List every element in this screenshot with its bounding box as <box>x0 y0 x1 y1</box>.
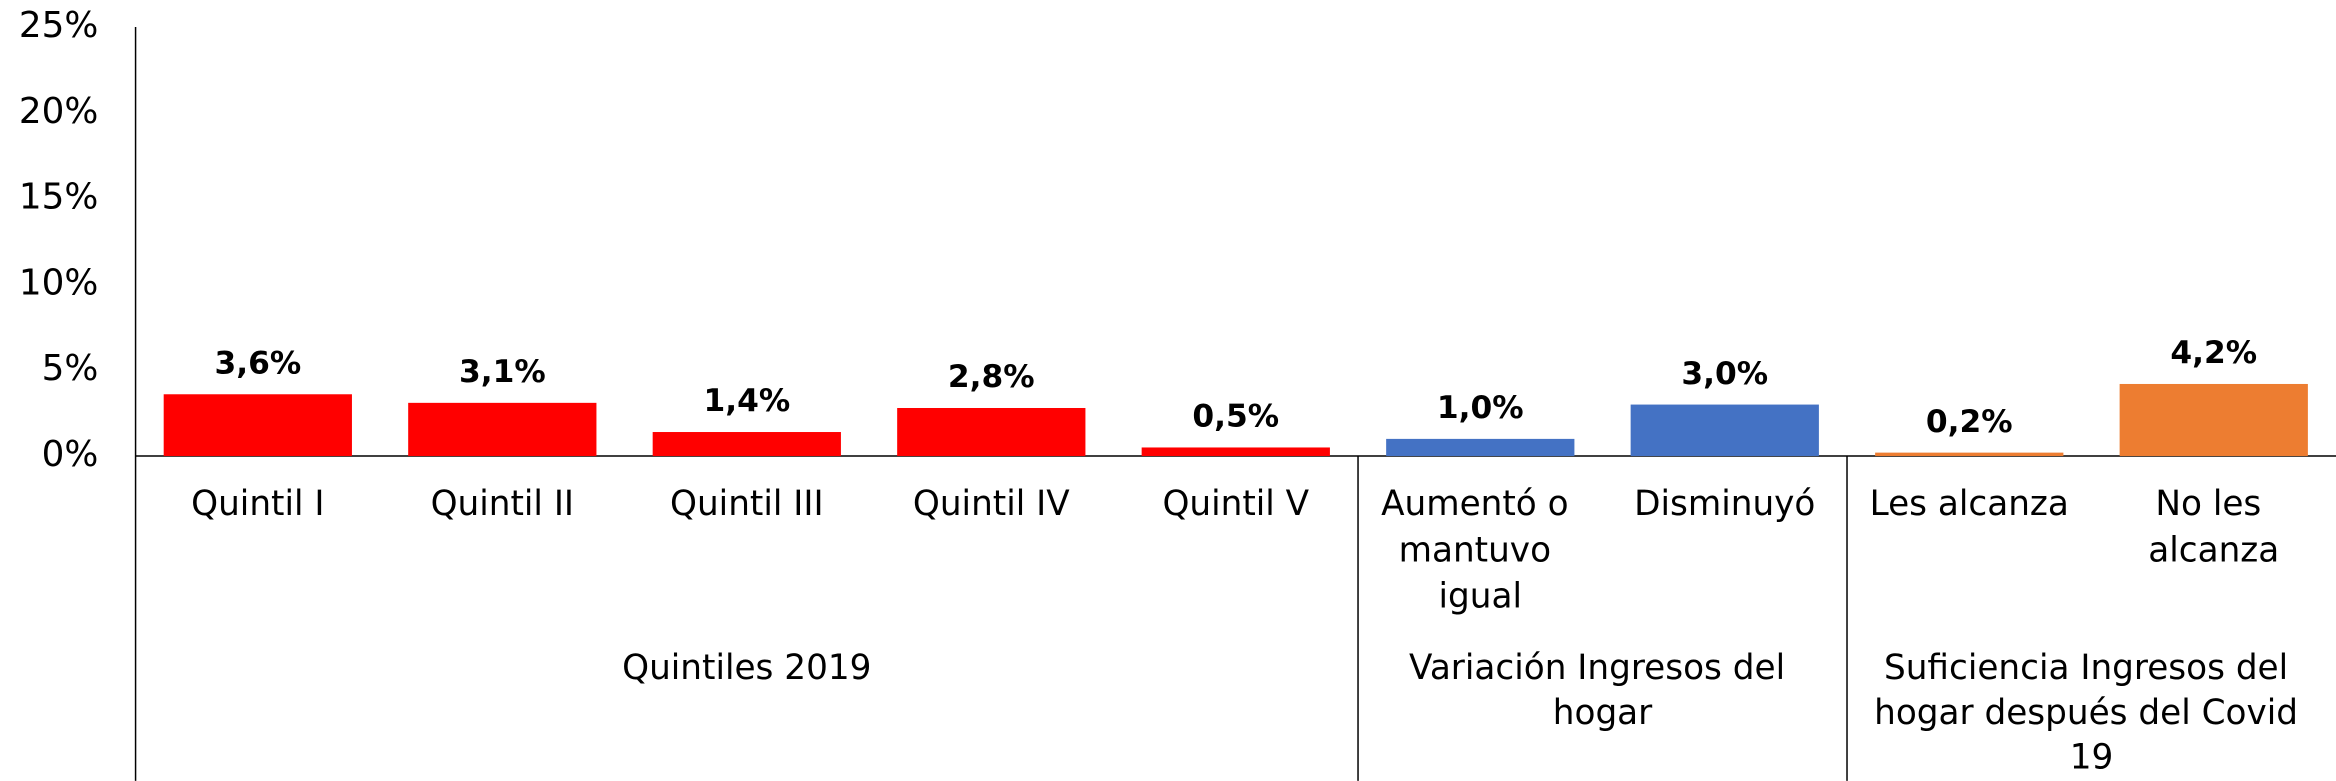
value-label: 0,5% <box>1192 399 1279 435</box>
value-label: 3,1% <box>459 354 546 390</box>
group-label: Suficiencia Ingresos del hogar después d… <box>1874 648 2309 777</box>
bar <box>408 402 597 457</box>
y-tick-label: 25% <box>19 5 98 46</box>
bar <box>1630 404 1819 457</box>
group-label: Quintiles 2019 <box>622 648 871 688</box>
x-tick-label: Aumentó o mantuvo igual <box>1381 484 1579 616</box>
value-label: 0,2% <box>1926 404 2013 440</box>
bar <box>652 432 841 457</box>
x-tick-label: No les alcanza <box>2148 484 2279 570</box>
y-tick-label: 15% <box>19 177 98 218</box>
x-tick-label: Disminuyó <box>1634 484 1815 524</box>
x-tick-label: Quintil I <box>191 484 324 524</box>
y-tick-label: 5% <box>42 348 99 389</box>
y-tick-label: 20% <box>19 91 98 132</box>
bar <box>2119 383 2308 457</box>
bar <box>1875 452 2064 457</box>
bar <box>1386 438 1575 457</box>
value-label: 3,0% <box>1681 356 1768 392</box>
x-tick-label: Les alcanza <box>1870 484 2069 524</box>
bar <box>163 394 352 457</box>
x-tick-label: Quintil II <box>431 484 574 524</box>
x-tick-label: Quintil III <box>670 484 824 524</box>
value-label: 1,4% <box>703 383 790 419</box>
value-label: 1,0% <box>1437 390 1524 426</box>
value-label: 3,6% <box>214 345 301 381</box>
bar <box>1141 447 1330 457</box>
bar <box>897 407 1086 457</box>
y-tick-label: 10% <box>19 262 98 303</box>
y-tick-label: 0% <box>42 434 99 475</box>
x-tick-label: Quintil IV <box>913 484 1070 524</box>
group-label: Variación Ingresos del hogar <box>1409 648 1796 733</box>
value-label: 4,2% <box>2170 335 2257 371</box>
x-tick-label: Quintil V <box>1162 484 1309 524</box>
value-label: 2,8% <box>948 359 1035 395</box>
